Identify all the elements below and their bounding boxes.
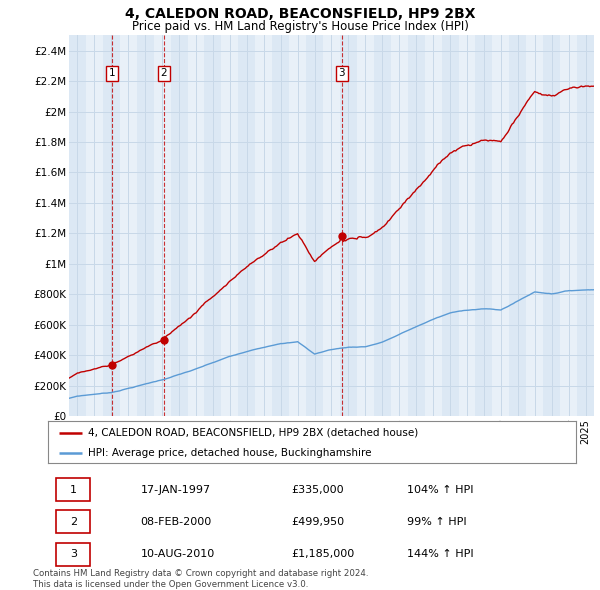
Text: 10-AUG-2010: 10-AUG-2010 (140, 549, 215, 559)
Bar (543, 35, 560, 416)
Text: 17-JAN-1997: 17-JAN-1997 (140, 485, 211, 495)
Text: Contains HM Land Registry data © Crown copyright and database right 2024.
This d: Contains HM Land Registry data © Crown c… (33, 569, 368, 589)
Text: £499,950: £499,950 (291, 517, 344, 527)
Bar (221, 35, 238, 416)
Text: 104% ↑ HPI: 104% ↑ HPI (407, 485, 473, 495)
Bar (170, 35, 188, 416)
Text: 1: 1 (70, 485, 77, 495)
Text: 08-FEB-2000: 08-FEB-2000 (140, 517, 212, 527)
Bar (458, 35, 475, 416)
Bar (425, 35, 442, 416)
Text: 2: 2 (161, 68, 167, 78)
Bar (120, 35, 137, 416)
Text: Price paid vs. HM Land Registry's House Price Index (HPI): Price paid vs. HM Land Registry's House … (131, 20, 469, 33)
Bar (391, 35, 408, 416)
FancyBboxPatch shape (56, 510, 90, 533)
Bar (103, 35, 120, 416)
Text: 4, CALEDON ROAD, BEACONSFIELD, HP9 2BX: 4, CALEDON ROAD, BEACONSFIELD, HP9 2BX (125, 7, 475, 21)
Bar (86, 35, 103, 416)
Bar (69, 35, 86, 416)
Bar (560, 35, 577, 416)
Bar (526, 35, 543, 416)
Bar (238, 35, 255, 416)
Bar (577, 35, 594, 416)
Text: 3: 3 (70, 549, 77, 559)
Bar (137, 35, 154, 416)
Text: £1,185,000: £1,185,000 (291, 549, 354, 559)
Bar (475, 35, 493, 416)
Bar (306, 35, 323, 416)
Bar (442, 35, 458, 416)
Bar (357, 35, 374, 416)
Bar (509, 35, 526, 416)
Bar (340, 35, 357, 416)
Bar (493, 35, 509, 416)
Bar (272, 35, 289, 416)
Bar (255, 35, 272, 416)
Text: £335,000: £335,000 (291, 485, 344, 495)
Bar (323, 35, 340, 416)
FancyBboxPatch shape (56, 478, 90, 501)
Bar (205, 35, 221, 416)
Text: 2: 2 (70, 517, 77, 527)
FancyBboxPatch shape (56, 543, 90, 566)
Text: HPI: Average price, detached house, Buckinghamshire: HPI: Average price, detached house, Buck… (88, 448, 371, 457)
Bar (408, 35, 425, 416)
Bar (289, 35, 306, 416)
Text: 4, CALEDON ROAD, BEACONSFIELD, HP9 2BX (detached house): 4, CALEDON ROAD, BEACONSFIELD, HP9 2BX (… (88, 428, 418, 438)
Bar (374, 35, 391, 416)
Text: 3: 3 (338, 68, 345, 78)
Text: 99% ↑ HPI: 99% ↑ HPI (407, 517, 467, 527)
Text: 144% ↑ HPI: 144% ↑ HPI (407, 549, 473, 559)
Text: 1: 1 (109, 68, 115, 78)
Bar (188, 35, 205, 416)
Bar (154, 35, 170, 416)
